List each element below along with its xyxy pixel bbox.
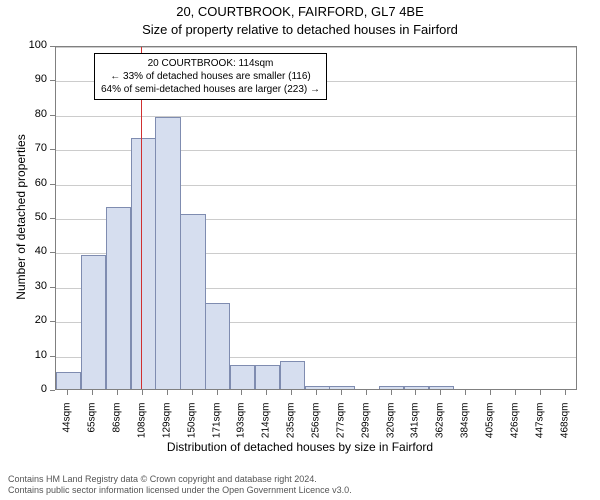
ytick-label: 20 [17, 314, 47, 326]
bar [379, 386, 404, 389]
chart-title: 20, COURTBROOK, FAIRFORD, GL7 4BE [0, 4, 600, 19]
ytick-mark [50, 356, 55, 357]
ytick-mark [50, 115, 55, 116]
xtick-mark [490, 390, 491, 395]
xtick-mark [217, 390, 218, 395]
ytick-mark [50, 184, 55, 185]
xtick-mark [465, 390, 466, 395]
xtick-mark [142, 390, 143, 395]
xtick-mark [515, 390, 516, 395]
ytick-mark [50, 321, 55, 322]
ytick-mark [50, 390, 55, 391]
ytick-mark [50, 80, 55, 81]
bar [106, 207, 131, 389]
bar [205, 303, 230, 389]
ytick-label: 10 [17, 349, 47, 361]
x-axis-label: Distribution of detached houses by size … [0, 440, 600, 454]
ytick-label: 70 [17, 142, 47, 154]
xtick-mark [316, 390, 317, 395]
xtick-mark [440, 390, 441, 395]
bar [131, 138, 156, 389]
xtick-mark [540, 390, 541, 395]
bar [230, 365, 255, 389]
chart-container: 20, COURTBROOK, FAIRFORD, GL7 4BE Size o… [0, 0, 600, 500]
bar [81, 255, 106, 389]
bar [404, 386, 429, 389]
xtick-mark [415, 390, 416, 395]
xtick-mark [341, 390, 342, 395]
xtick-mark [391, 390, 392, 395]
xtick-mark [167, 390, 168, 395]
bar [280, 361, 305, 389]
ytick-label: 0 [17, 383, 47, 395]
annotation-line1: 20 COURTBROOK: 114sqm [101, 57, 320, 70]
xtick-mark [192, 390, 193, 395]
bar [155, 117, 180, 389]
footer-line2: Contains public sector information licen… [8, 485, 352, 496]
ytick-mark [50, 287, 55, 288]
annotation-line3: 64% of semi-detached houses are larger (… [101, 83, 320, 96]
annotation-box: 20 COURTBROOK: 114sqm ← 33% of detached … [94, 53, 327, 100]
xtick-mark [67, 390, 68, 395]
xtick-mark [117, 390, 118, 395]
chart-subtitle: Size of property relative to detached ho… [0, 22, 600, 37]
ytick-label: 40 [17, 245, 47, 257]
ytick-mark [50, 252, 55, 253]
xtick-mark [241, 390, 242, 395]
footer-line1: Contains HM Land Registry data © Crown c… [8, 474, 352, 485]
ytick-mark [50, 46, 55, 47]
xtick-mark [366, 390, 367, 395]
ytick-label: 100 [17, 39, 47, 51]
bar [305, 386, 330, 389]
bar [429, 386, 454, 389]
gridline [56, 116, 576, 117]
bar [255, 365, 280, 389]
annotation-line2: ← 33% of detached houses are smaller (11… [101, 70, 320, 83]
bar [180, 214, 205, 389]
xtick-mark [291, 390, 292, 395]
ytick-label: 60 [17, 177, 47, 189]
xtick-mark [266, 390, 267, 395]
ytick-label: 80 [17, 108, 47, 120]
ytick-label: 30 [17, 280, 47, 292]
ytick-label: 90 [17, 73, 47, 85]
xtick-mark [92, 390, 93, 395]
xtick-mark [565, 390, 566, 395]
ytick-mark [50, 218, 55, 219]
footer: Contains HM Land Registry data © Crown c… [8, 474, 352, 497]
gridline [56, 47, 576, 48]
ytick-label: 50 [17, 211, 47, 223]
plot-area: 20 COURTBROOK: 114sqm ← 33% of detached … [55, 46, 577, 390]
bar [56, 372, 81, 389]
ytick-mark [50, 149, 55, 150]
bar [329, 386, 354, 389]
